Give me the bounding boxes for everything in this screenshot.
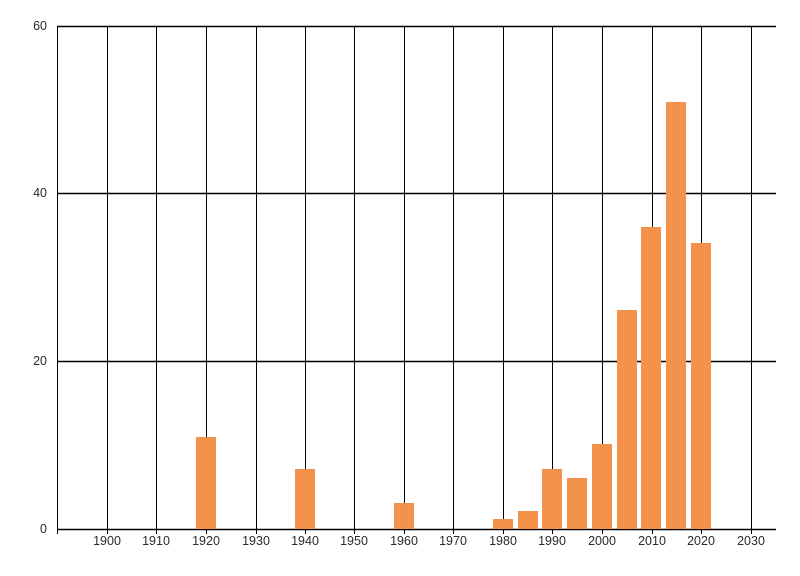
- svg-text:60: 60: [33, 19, 47, 33]
- svg-text:1960: 1960: [390, 534, 418, 548]
- svg-text:2020: 2020: [687, 534, 715, 548]
- svg-text:1900: 1900: [93, 534, 121, 548]
- svg-text:2000: 2000: [588, 534, 616, 548]
- svg-text:1950: 1950: [340, 534, 368, 548]
- svg-text:1980: 1980: [489, 534, 517, 548]
- svg-text:1940: 1940: [291, 534, 319, 548]
- svg-text:2010: 2010: [638, 534, 666, 548]
- svg-text:1930: 1930: [242, 534, 270, 548]
- svg-text:20: 20: [33, 354, 47, 368]
- svg-text:1990: 1990: [538, 534, 566, 548]
- svg-text:40: 40: [33, 186, 47, 200]
- svg-text:2030: 2030: [737, 534, 765, 548]
- svg-text:0: 0: [40, 522, 47, 536]
- svg-text:1910: 1910: [142, 534, 170, 548]
- svg-text:1920: 1920: [192, 534, 220, 548]
- svg-text:1970: 1970: [439, 534, 467, 548]
